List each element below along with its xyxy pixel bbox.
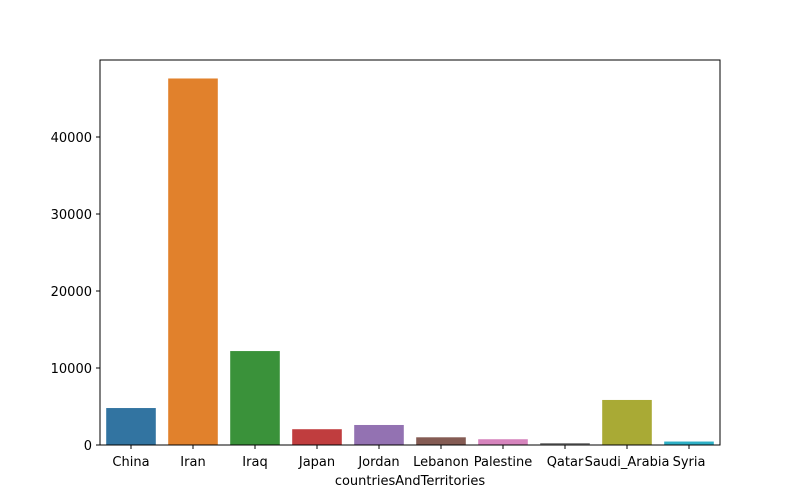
x-tick-label: Lebanon [413, 455, 469, 470]
x-tick-label: Saudi_Arabia [585, 455, 670, 470]
x-tick-label: Jordan [357, 455, 399, 470]
bar-china [106, 408, 156, 445]
x-tick-label: Palestine [474, 455, 533, 470]
x-tick-label: Japan [298, 455, 335, 470]
x-axis-label: countriesAndTerritories [335, 474, 486, 489]
plot-frame [99, 59, 721, 446]
x-tick-label: Iraq [242, 455, 267, 470]
x-tick-label: Syria [673, 455, 706, 470]
y-tick-label: 30000 [51, 208, 92, 223]
y-tick-label: 20000 [51, 285, 92, 300]
y-tick-label: 40000 [51, 131, 92, 146]
x-tick-label: Iran [180, 455, 205, 470]
bar-lebanon [416, 437, 466, 445]
bar-saudi-arabia [602, 399, 652, 445]
bar-iran [168, 78, 218, 445]
bar-palestine [478, 439, 528, 445]
bar-qatar [540, 443, 590, 445]
bar-iraq [230, 351, 280, 445]
x-tick-label: Qatar [547, 455, 584, 470]
bar-jordan [354, 424, 404, 445]
x-tick-label: China [112, 455, 149, 470]
y-tick-label: 0 [84, 439, 92, 454]
bar-syria [664, 441, 714, 445]
bars-group [106, 78, 714, 445]
bar-japan [292, 429, 342, 445]
y-tick-label: 10000 [51, 362, 92, 377]
ticks-group: China Iran Iraq Japan Jordan Lebanon Palestine… [51, 131, 706, 470]
